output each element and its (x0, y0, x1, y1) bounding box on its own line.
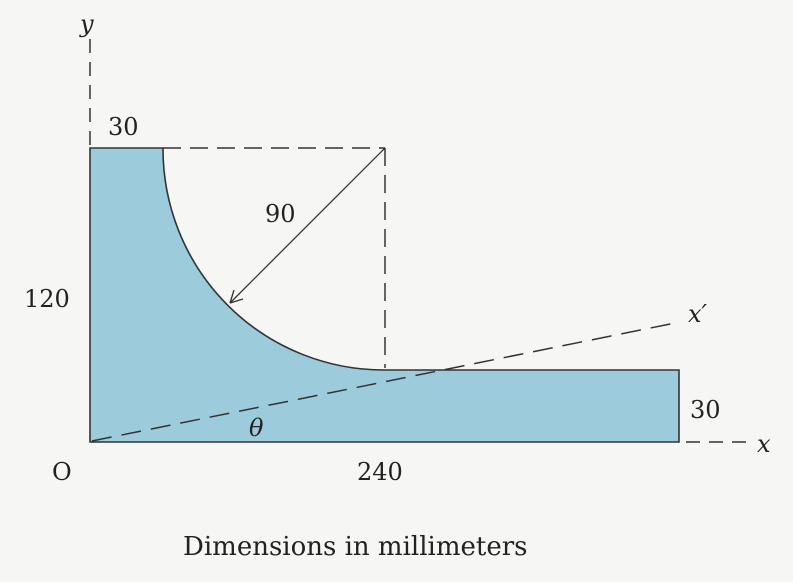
x-prime-axis (91, 321, 681, 442)
radius-label: 90 (265, 200, 296, 228)
angle-label: θ (249, 414, 264, 442)
shaded-area (89, 147, 680, 443)
length-label: 240 (357, 458, 403, 486)
origin-label: O (52, 458, 72, 486)
height-label: 120 (24, 285, 70, 313)
arrow-head-icon (229, 289, 244, 304)
y-axis-label: y (79, 10, 94, 38)
thickness-label: 30 (690, 396, 721, 424)
x-axis-label: x (757, 430, 771, 458)
x-prime-label: x′ (688, 300, 708, 328)
radius-arrow (229, 147, 386, 304)
caption: Dimensions in millimeters (183, 532, 528, 562)
top-width-label: 30 (108, 113, 139, 141)
